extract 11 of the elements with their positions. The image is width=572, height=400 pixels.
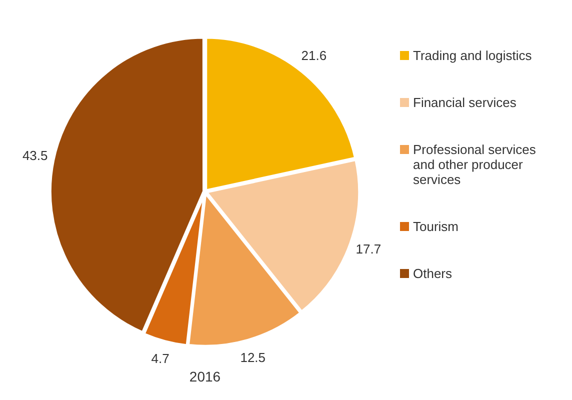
- legend-label: Tourism: [413, 219, 459, 234]
- data-label: 21.6: [301, 48, 327, 64]
- legend-label: Financial services: [413, 95, 516, 110]
- legend-label: Others: [413, 266, 452, 281]
- legend-label: Professional services and other producer services: [413, 142, 537, 187]
- legend-label: Trading and logistics: [413, 48, 532, 63]
- text: 2016: [189, 368, 221, 384]
- data-label: 43.5: [22, 148, 48, 163]
- data-label: 17.7: [356, 241, 382, 256]
- data-label: 4.7: [151, 350, 170, 366]
- data-label: 12.5: [240, 350, 266, 365]
